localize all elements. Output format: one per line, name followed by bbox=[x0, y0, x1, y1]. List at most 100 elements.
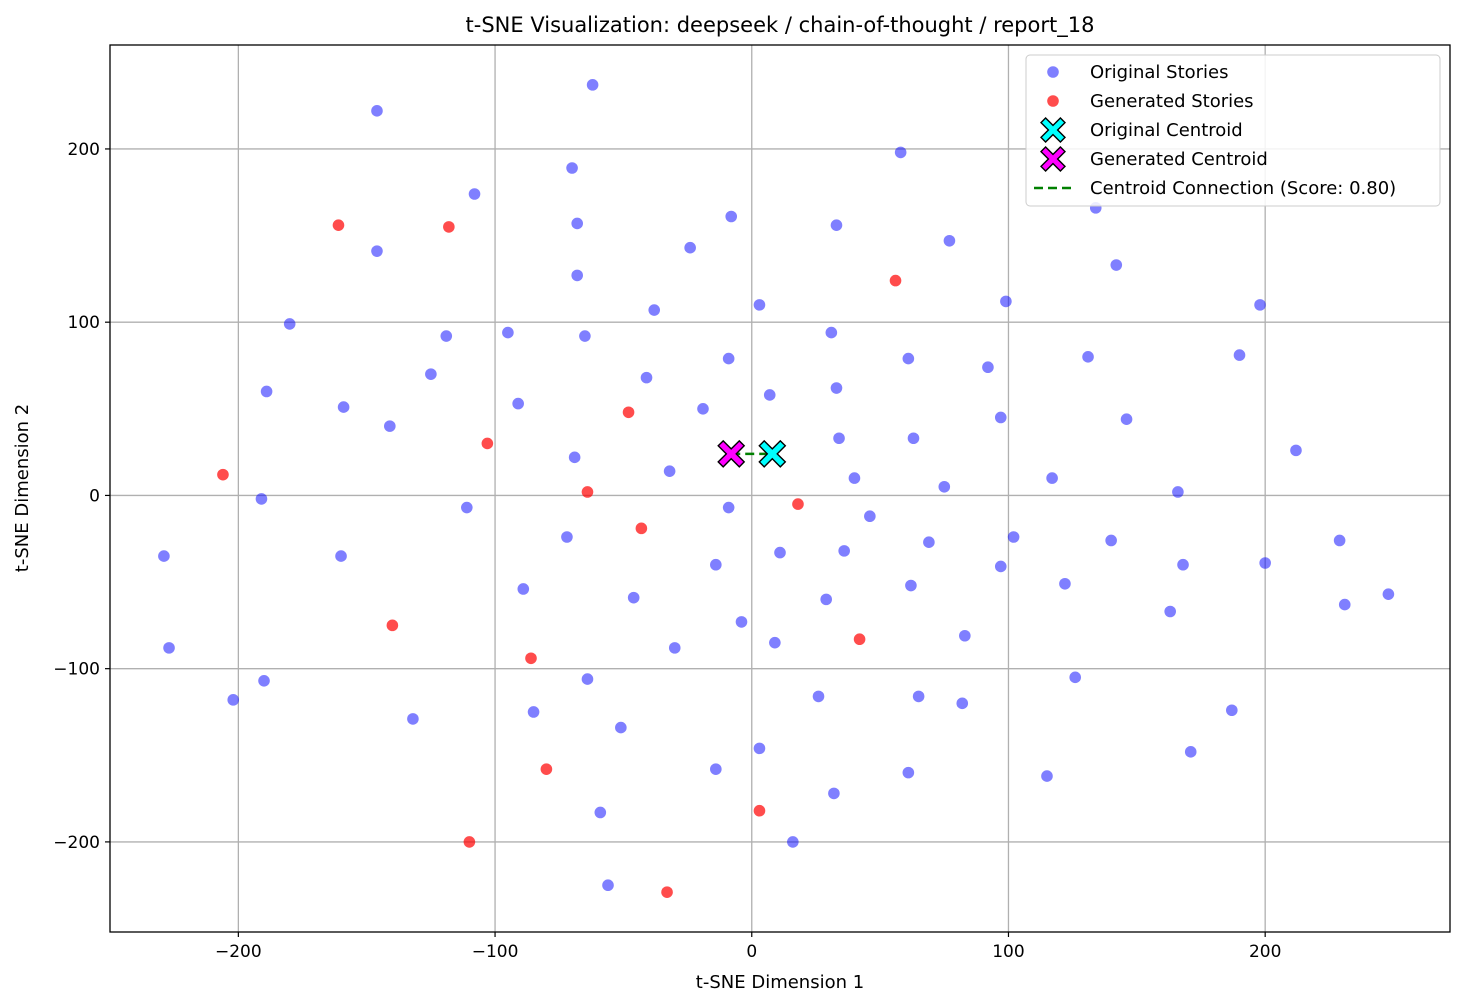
original-story-point bbox=[848, 472, 861, 484]
original-story-point bbox=[820, 593, 833, 606]
generated-story-point bbox=[661, 886, 673, 898]
x-tick-label: 0 bbox=[746, 942, 757, 962]
generated-story-point bbox=[753, 804, 766, 817]
generated-story-point bbox=[581, 486, 594, 498]
generated-story-point bbox=[463, 836, 476, 848]
original-story-point bbox=[1290, 444, 1302, 457]
original-story-point bbox=[722, 352, 735, 365]
original-story-point bbox=[566, 162, 578, 174]
original-story-point bbox=[923, 536, 935, 549]
x-axis-label: t-SNE Dimension 1 bbox=[696, 972, 864, 993]
original-story-point bbox=[943, 234, 956, 247]
centroids bbox=[717, 439, 787, 468]
original-story-point bbox=[568, 451, 581, 464]
original-story-point bbox=[663, 465, 676, 477]
original-story-point bbox=[1382, 588, 1395, 600]
y-tick-label: 0 bbox=[89, 486, 100, 506]
original-story-point bbox=[1007, 531, 1020, 543]
original-story-point bbox=[774, 546, 786, 559]
original-story-point bbox=[512, 397, 524, 410]
original-story-point bbox=[959, 629, 971, 642]
original-story-point bbox=[1120, 413, 1133, 426]
original-story-point bbox=[602, 879, 614, 892]
original-story-point bbox=[994, 411, 1007, 424]
original-story-point bbox=[828, 787, 840, 800]
original-story-point bbox=[258, 674, 270, 687]
original-story-point bbox=[1184, 746, 1197, 758]
original-story-point bbox=[384, 420, 396, 432]
original-story-point bbox=[425, 368, 437, 380]
original-story-point bbox=[502, 326, 514, 339]
original-story-point bbox=[753, 742, 766, 755]
original-story-point bbox=[1164, 605, 1176, 618]
original-story-point bbox=[982, 361, 994, 374]
original-story-point bbox=[1105, 534, 1117, 547]
original-story-point bbox=[753, 299, 766, 311]
generated-centroid-marker bbox=[717, 439, 746, 468]
legend-label-centroid-connection: Centroid Connection (Score: 0.80) bbox=[1090, 178, 1396, 199]
legend-label-generated-stories: Generated Stories bbox=[1090, 91, 1254, 112]
original-story-point bbox=[830, 382, 843, 394]
generated-story-point bbox=[889, 274, 902, 287]
generated-story-point bbox=[635, 522, 648, 535]
x-tick-label: −200 bbox=[215, 942, 262, 962]
y-axis-ticks: −200 −100 0 100 200 bbox=[53, 140, 110, 853]
original-story-point bbox=[371, 245, 383, 257]
original-story-point bbox=[735, 616, 748, 628]
legend: Original Stories Generated Stories Origina… bbox=[1025, 54, 1441, 207]
original-story-point bbox=[615, 721, 627, 734]
legend-original-stories-swatch bbox=[1047, 66, 1059, 78]
original-story-point bbox=[710, 558, 722, 571]
original-story-point bbox=[1254, 299, 1266, 311]
original-story-point bbox=[994, 560, 1007, 573]
original-story-point bbox=[763, 389, 776, 401]
original-story-point bbox=[769, 636, 781, 649]
original-story-point bbox=[864, 510, 876, 523]
generated-story-point bbox=[792, 498, 804, 510]
original-story-point bbox=[684, 241, 696, 254]
original-story-point bbox=[697, 403, 709, 415]
original-story-point bbox=[1069, 671, 1082, 684]
original-story-point bbox=[912, 690, 925, 703]
original-story-point bbox=[722, 501, 735, 514]
original-story-point bbox=[1177, 558, 1189, 571]
original-story-point bbox=[812, 690, 825, 703]
original-story-point bbox=[710, 763, 722, 775]
original-story-point bbox=[407, 713, 419, 725]
x-tick-label: −100 bbox=[472, 942, 519, 962]
original-story-point bbox=[905, 579, 917, 592]
original-story-point bbox=[260, 385, 273, 398]
original-story-point bbox=[907, 432, 920, 445]
original-story-point bbox=[163, 642, 175, 654]
original-story-point bbox=[371, 105, 383, 117]
original-story-point bbox=[1226, 704, 1238, 717]
generated-stories-points bbox=[217, 219, 902, 898]
original-story-point bbox=[255, 493, 268, 505]
y-tick-label: −100 bbox=[53, 660, 100, 680]
original-story-point bbox=[648, 304, 661, 316]
original-centroid-marker bbox=[758, 439, 787, 468]
generated-story-point bbox=[622, 406, 635, 419]
original-story-point bbox=[1082, 351, 1094, 363]
generated-story-point bbox=[332, 219, 345, 231]
x-tick-label: 100 bbox=[992, 942, 1024, 962]
original-story-point bbox=[1059, 577, 1071, 590]
generated-story-point bbox=[443, 221, 455, 233]
original-story-point bbox=[1259, 557, 1271, 569]
legend-generated-stories-swatch bbox=[1047, 95, 1059, 107]
original-story-point bbox=[833, 432, 845, 445]
generated-story-point bbox=[540, 763, 553, 775]
original-story-point bbox=[627, 591, 640, 604]
original-story-point bbox=[1000, 295, 1012, 308]
legend-label-original-stories: Original Stories bbox=[1090, 62, 1229, 83]
original-story-point bbox=[787, 836, 799, 848]
generated-story-point bbox=[386, 619, 399, 632]
legend-original-centroid-swatch bbox=[1040, 117, 1066, 143]
original-story-point bbox=[668, 642, 681, 654]
original-story-point bbox=[1110, 259, 1123, 271]
legend-label-generated-centroid: Generated Centroid bbox=[1090, 149, 1268, 170]
original-story-point bbox=[902, 352, 915, 365]
original-story-point bbox=[571, 217, 584, 230]
original-story-point bbox=[956, 697, 969, 710]
